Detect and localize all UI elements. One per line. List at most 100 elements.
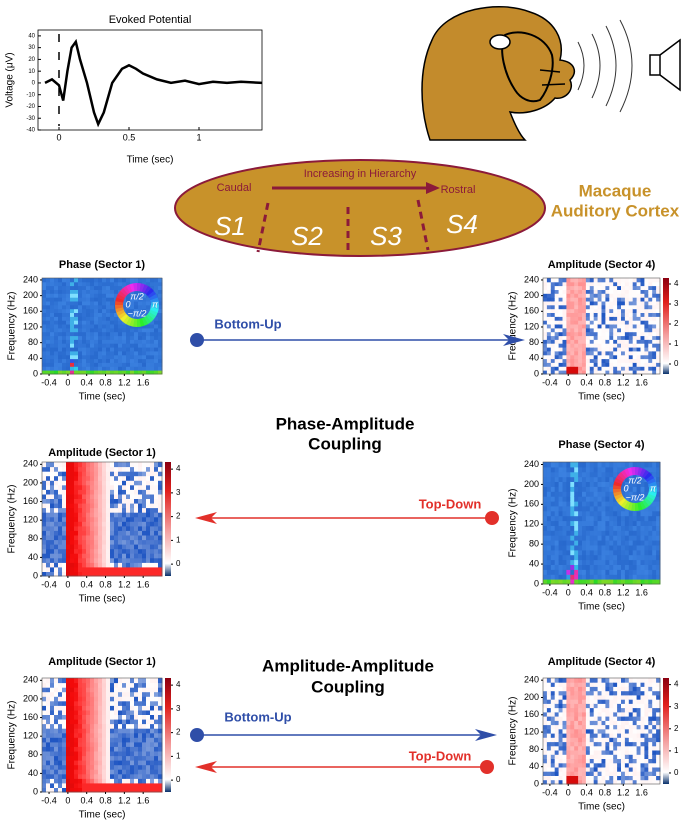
heatmap-cell	[543, 297, 548, 302]
heatmap-cell	[546, 771, 552, 776]
heatmap-cell	[640, 293, 645, 298]
heatmap-cell	[640, 308, 645, 313]
heatmap-cell	[70, 755, 75, 761]
heatmap-cell	[585, 505, 591, 512]
heatmap-cell	[621, 767, 626, 772]
heatmap-cell	[566, 324, 571, 329]
heatmap-cell	[66, 370, 71, 375]
heatmap-cell	[543, 466, 548, 473]
heatmap-cell	[644, 285, 649, 290]
heatmap-cell	[58, 760, 63, 766]
heatmap-cell	[42, 700, 47, 706]
heatmap-cell	[609, 530, 614, 536]
heatmap-cell	[66, 709, 71, 715]
heatmap-cell	[98, 773, 103, 779]
heatmap-cell	[597, 525, 602, 531]
heatmap-cell	[142, 764, 147, 770]
heatmap-cell	[562, 682, 567, 687]
heatmap-cell	[142, 566, 147, 572]
heatmap-cell	[554, 370, 560, 375]
heatmap-cell	[621, 762, 626, 768]
heatmap-cell	[593, 733, 599, 738]
heatmap-cell	[66, 324, 71, 329]
heatmap-cell	[62, 557, 67, 563]
heatmap-cell	[636, 574, 641, 580]
heatmap-cell	[106, 741, 111, 747]
heatmap-cell	[158, 343, 163, 348]
heatmap-cell	[574, 554, 579, 561]
heatmap-cell	[562, 579, 567, 585]
heatmap-cell	[118, 320, 123, 325]
heatmap-cell	[562, 471, 567, 478]
x-axis-label: Time (sec)	[79, 810, 126, 821]
heatmap-cell	[82, 324, 87, 329]
heatmap-cell	[609, 304, 614, 310]
heatmap-cell	[582, 335, 587, 340]
heatmap-cell	[134, 755, 139, 761]
heatmap-cell	[636, 545, 641, 551]
heatmap-cell	[154, 335, 159, 340]
heatmap-cell	[74, 535, 79, 541]
phase-wheel-segment	[129, 318, 135, 327]
heatmap-cell	[78, 548, 83, 554]
heatmap-cell	[566, 339, 571, 344]
heatmap-cell	[154, 557, 159, 563]
heatmap-cell	[46, 475, 51, 481]
heatmap-cell	[106, 358, 111, 363]
heatmap-cell	[70, 493, 75, 499]
phase-wheel-segment	[144, 315, 152, 325]
heatmap-cell	[114, 503, 119, 509]
panel-title: Amplitude (Sector 1)	[48, 656, 156, 668]
heatmap-cell	[574, 758, 579, 764]
heatmap-cell	[550, 686, 556, 692]
heatmap-cell	[550, 510, 556, 517]
heatmap-cell	[126, 566, 131, 572]
heatmap-cell	[543, 686, 548, 692]
heatmap-cell	[652, 678, 657, 683]
heatmap-cell	[589, 520, 595, 526]
heatmap-cell	[90, 751, 95, 757]
heatmap-cell	[597, 690, 602, 696]
heatmap-cell	[86, 308, 91, 313]
heatmap-cell	[582, 779, 587, 785]
heatmap-cell	[58, 714, 63, 720]
heatmap-cell	[134, 571, 139, 577]
heatmap-cell	[582, 476, 587, 482]
heatmap-panel: Phase (Sector 1)Frequency (Hz)Time (sec)…	[7, 259, 163, 403]
heatmap-cell	[98, 351, 103, 356]
heatmap-cell	[609, 510, 614, 517]
heatmap-cell	[624, 720, 630, 726]
heatmap-cell	[106, 289, 111, 294]
heatmap-cell	[82, 466, 87, 472]
heatmap-cell	[628, 312, 634, 317]
heatmap-cell	[554, 741, 560, 747]
heatmap-cell	[62, 466, 67, 472]
heatmap-cell	[609, 471, 614, 478]
heatmap-cell	[130, 512, 135, 518]
heatmap-cell	[624, 707, 630, 713]
heatmap-cell	[50, 773, 55, 779]
heatmap-cell	[609, 347, 614, 352]
heatmap-cell	[570, 354, 575, 360]
heatmap-cell	[640, 690, 645, 696]
heatmap-cell	[636, 750, 641, 755]
heatmap-cell	[54, 700, 59, 706]
heatmap-cell	[66, 787, 71, 793]
heatmap-cell	[54, 366, 59, 371]
heatmap-cell	[589, 695, 595, 700]
heatmap-cell	[54, 484, 59, 490]
heatmap-cell	[543, 724, 548, 730]
heatmap-cell	[628, 320, 634, 325]
heatmap-cell	[574, 501, 579, 507]
heatmap-cell	[106, 507, 111, 513]
heatmap-cell	[70, 557, 75, 563]
heatmap-cell	[78, 281, 83, 287]
heatmap-cell	[106, 728, 111, 734]
heatmap-cell	[110, 764, 115, 770]
heatmap-cell	[134, 304, 139, 310]
heatmap-cell	[42, 778, 47, 784]
heatmap-cell	[126, 700, 131, 706]
heatmap-cell	[558, 510, 563, 517]
heatmap-cell	[78, 462, 83, 468]
heatmap-cell	[42, 539, 47, 545]
